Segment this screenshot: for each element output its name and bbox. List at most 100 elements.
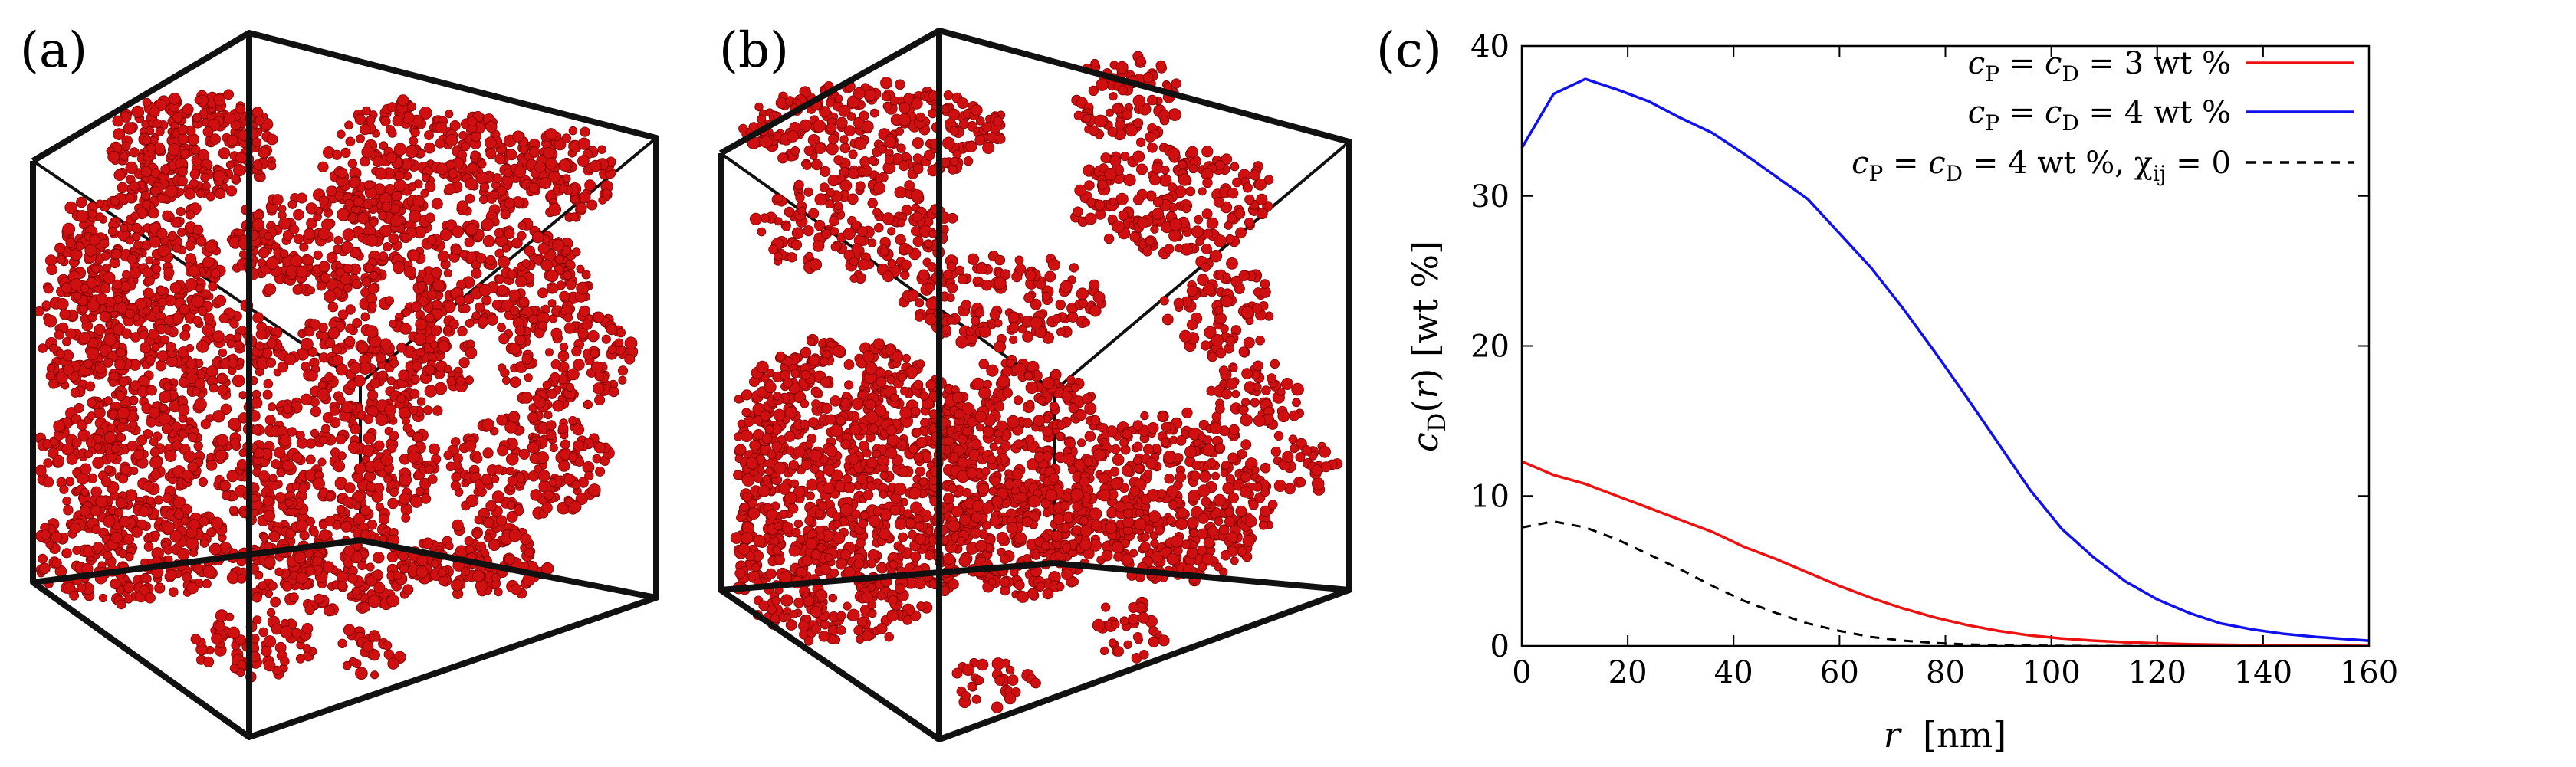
particle [167, 231, 178, 241]
particle [347, 214, 356, 223]
particle [597, 145, 606, 154]
particle [119, 516, 131, 528]
particle [1232, 177, 1242, 188]
particle [1024, 292, 1034, 303]
particle [335, 363, 348, 376]
particle [1257, 208, 1268, 220]
particle [1256, 193, 1268, 205]
particle [415, 487, 425, 497]
particle [896, 218, 905, 228]
particle [228, 418, 242, 431]
particle [85, 438, 97, 448]
particle [305, 454, 316, 465]
particle [967, 253, 980, 265]
particle [288, 199, 297, 209]
particle [410, 301, 422, 313]
particle [378, 251, 388, 261]
particle [537, 320, 547, 331]
particle [912, 137, 924, 149]
particle [191, 145, 201, 155]
particle [803, 187, 813, 197]
particle [809, 258, 823, 271]
particle [955, 265, 965, 276]
particle [274, 567, 284, 577]
particle [848, 149, 858, 159]
particle [386, 551, 399, 563]
particle [1036, 279, 1046, 290]
particle [103, 357, 113, 368]
particle [593, 382, 605, 395]
particle [387, 128, 397, 138]
particle [568, 416, 577, 425]
particle [530, 489, 542, 501]
particle [1145, 236, 1155, 246]
particle [1107, 126, 1118, 137]
particle [182, 469, 193, 480]
particle [887, 227, 896, 236]
particle [820, 166, 831, 177]
particle [103, 515, 116, 528]
particle [347, 441, 360, 454]
particle [409, 405, 419, 415]
particle [928, 229, 938, 238]
particle [581, 319, 593, 330]
particle [295, 265, 308, 278]
particle [310, 428, 319, 438]
particle [185, 240, 196, 251]
particle [1159, 296, 1169, 306]
particle [280, 625, 293, 638]
particle [757, 114, 767, 124]
particle [455, 545, 468, 558]
particle [1227, 187, 1239, 199]
particle [327, 326, 340, 339]
particle [393, 143, 407, 156]
particle [320, 424, 330, 434]
particle [295, 572, 308, 585]
particle [303, 228, 315, 240]
particle [784, 206, 795, 218]
particle [396, 394, 406, 404]
particle [1135, 56, 1146, 66]
particle [399, 493, 411, 505]
particle [317, 388, 330, 402]
particle [313, 250, 323, 260]
particle [357, 560, 367, 571]
particle [861, 120, 874, 133]
particle [120, 464, 132, 476]
particle [461, 142, 471, 152]
particle [343, 545, 356, 557]
particle [855, 181, 866, 192]
particle [444, 183, 456, 195]
particle [872, 208, 882, 217]
particle [894, 186, 907, 199]
particle [791, 239, 803, 251]
particle [546, 420, 557, 431]
particle [267, 161, 277, 171]
particle [129, 396, 139, 405]
particle [229, 319, 239, 329]
particle [194, 96, 203, 105]
particle [422, 405, 433, 415]
particle [380, 116, 391, 127]
particle [427, 290, 438, 300]
particle [370, 670, 380, 680]
particle [496, 284, 508, 297]
particle [504, 198, 515, 209]
particle [236, 458, 248, 470]
particle [521, 353, 533, 365]
particle [549, 443, 558, 453]
particle [146, 496, 155, 505]
particle [847, 193, 859, 205]
particle [56, 254, 66, 264]
particle [378, 211, 388, 221]
particle [943, 90, 954, 100]
particle [1206, 217, 1219, 230]
particle [291, 452, 303, 464]
particle [368, 649, 380, 661]
particle [314, 593, 324, 605]
particle [1089, 279, 1100, 290]
particle [84, 450, 94, 459]
particle [176, 175, 188, 187]
particle [552, 399, 564, 412]
particle [120, 152, 129, 161]
